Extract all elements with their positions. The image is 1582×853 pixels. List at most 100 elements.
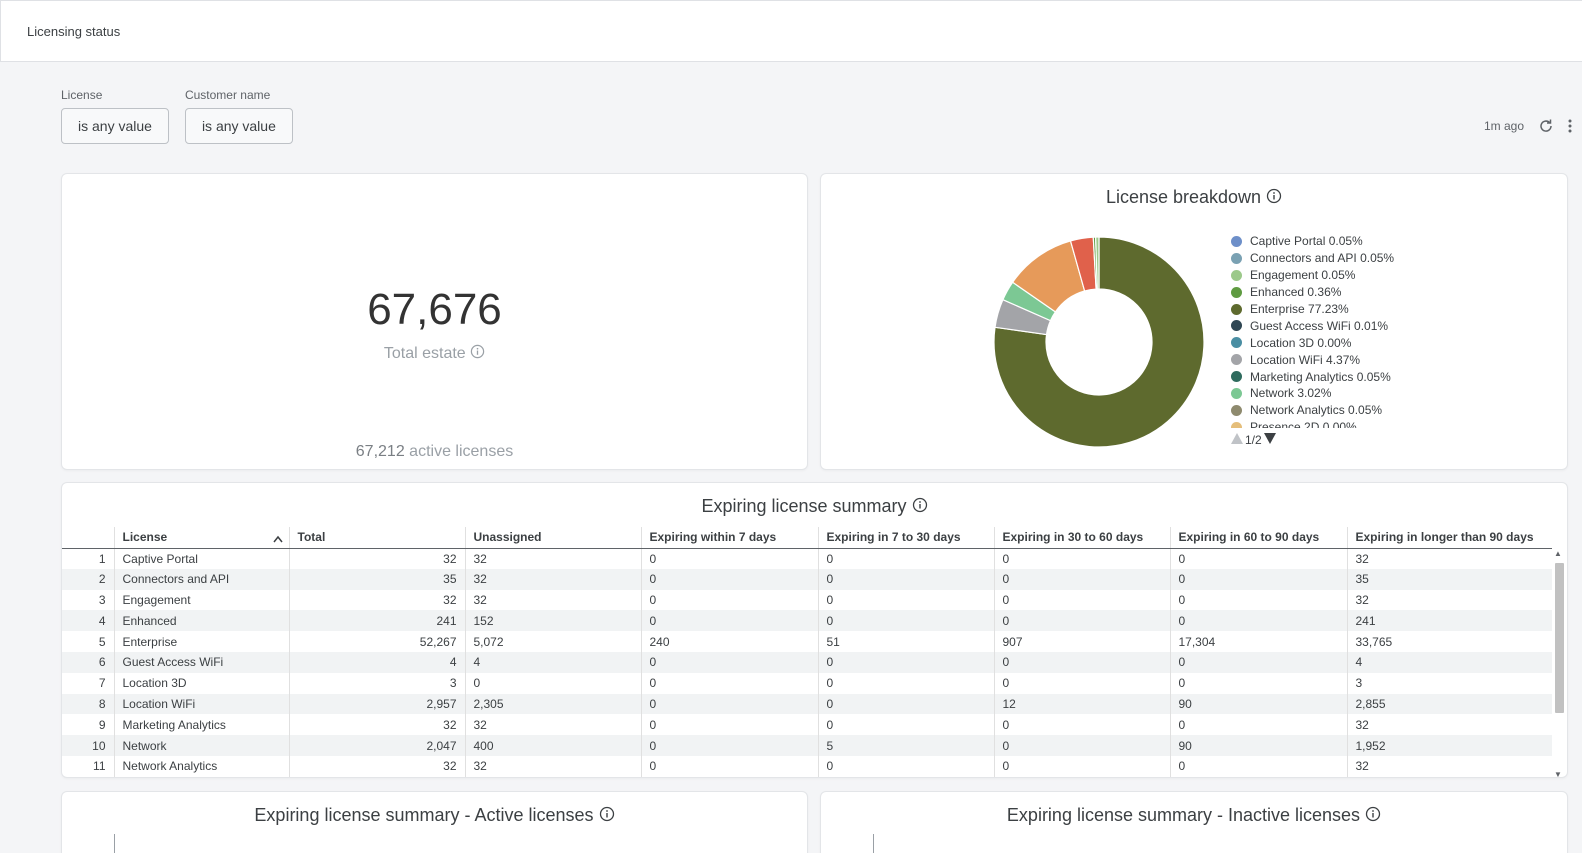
legend-label: Network Analytics 0.05%: [1250, 403, 1383, 418]
column-header-license[interactable]: License: [113, 527, 289, 549]
table-row[interactable]: 3 Engagement 32 32 0 0 0 0 32: [62, 589, 1552, 611]
column-header-expiring-60-90[interactable]: Expiring in 60 to 90 days: [1169, 527, 1347, 549]
license-filter-button[interactable]: is any value: [61, 108, 169, 144]
license-filter: License is any value: [61, 88, 169, 144]
table-cell: Captive Portal: [113, 548, 289, 569]
legend-item[interactable]: Network 3.02%: [1231, 385, 1561, 402]
donut-slice[interactable]: [993, 236, 1205, 448]
table-cell: 5,072: [464, 631, 641, 652]
refresh-area: 1m ago: [1484, 118, 1572, 134]
column-header-expiring-90-plus[interactable]: Expiring in longer than 90 days: [1346, 527, 1552, 549]
table-row[interactable]: 2 Connectors and API 35 32 0 0 0 0 35: [62, 568, 1552, 590]
refresh-icon[interactable]: [1538, 118, 1554, 134]
info-icon[interactable]: [470, 344, 485, 364]
table-cell: Network Analytics: [113, 755, 289, 777]
table-cell: 32: [288, 755, 465, 777]
table-cell: 0: [993, 755, 1170, 777]
legend-label: Location WiFi 4.37%: [1250, 352, 1361, 367]
table-cell: 32: [464, 548, 641, 569]
legend-item[interactable]: Engagement 0.05%: [1231, 267, 1561, 284]
table-row[interactable]: 8 Location WiFi 2,957 2,305 0 0 12 90 2,855: [62, 693, 1552, 715]
scroll-up-icon[interactable]: ▲: [1554, 549, 1562, 558]
legend-item[interactable]: Guest Access WiFi 0.01%: [1231, 317, 1561, 334]
more-options-icon[interactable]: [1568, 118, 1572, 134]
legend-item[interactable]: Location 3D 0.00%: [1231, 334, 1561, 351]
table-cell: 0: [640, 589, 818, 611]
legend-prev-icon[interactable]: [1231, 433, 1243, 447]
legend-label: Location 3D 0.00%: [1250, 335, 1352, 350]
table-cell: 241: [1346, 610, 1552, 632]
column-header-expiring-7[interactable]: Expiring within 7 days: [640, 527, 818, 549]
expiring-summary-table-wrap: License Total Unassigned Expiring within…: [62, 527, 1567, 777]
filter-bar: License is any value Customer name is an…: [61, 88, 293, 144]
legend-label: Enhanced 0.36%: [1250, 285, 1342, 300]
table-cell: 0: [1169, 548, 1347, 569]
table-cell: 0: [993, 589, 1170, 611]
column-header-unassigned[interactable]: Unassigned: [464, 527, 641, 549]
scroll-down-icon[interactable]: ▼: [1554, 770, 1562, 778]
donut-slice[interactable]: [1095, 236, 1100, 290]
table-row[interactable]: 10 Network 2,047 400 0 5 0 90 1,952: [62, 735, 1552, 756]
column-header-expiring-30-60[interactable]: Expiring in 30 to 60 days: [993, 527, 1170, 549]
table-scrollbar[interactable]: ▲ ▼: [1553, 549, 1565, 778]
table-cell: 400: [464, 735, 641, 756]
table-cell: 90: [1169, 693, 1347, 715]
row-number-cell: 10: [62, 735, 114, 756]
table-cell: Location 3D: [113, 672, 289, 694]
legend-label: Enterprise 77.23%: [1250, 302, 1349, 316]
table-cell: 33,765: [1346, 631, 1552, 652]
expiring-summary-title: Expiring license summary: [701, 496, 907, 516]
table-row[interactable]: 5 Enterprise 52,267 5,072 240 51 907 17,304 33,7…: [62, 631, 1552, 652]
info-icon[interactable]: [599, 806, 615, 827]
table-row[interactable]: 1 Captive Portal 32 32 0 0 0 0 32: [62, 548, 1552, 569]
legend-page-indicator: 1/2: [1245, 433, 1262, 447]
table-row[interactable]: 6 Guest Access WiFi 4 4 0 0 0 0 4: [62, 651, 1552, 673]
table-cell: Enhanced: [113, 610, 289, 632]
legend-swatch: [1231, 337, 1242, 349]
legend-item[interactable]: Enhanced 0.36%: [1231, 284, 1561, 301]
active-licenses-summary-card: Expiring license summary - Active licens…: [61, 791, 808, 853]
row-number-cell: 4: [62, 610, 114, 632]
table-cell: 32: [464, 714, 641, 736]
table-row[interactable]: 4 Enhanced 241 152 0 0 0 0 241: [62, 610, 1552, 632]
table-cell: 0: [993, 651, 1170, 673]
legend-label: Guest Access WiFi 0.01%: [1250, 318, 1389, 333]
table-cell: 32: [1346, 755, 1552, 777]
customer-name-filter-label: Customer name: [184, 88, 271, 102]
table-cell: 0: [640, 693, 818, 715]
table-row[interactable]: 11 Network Analytics 32 32 0 0 0 0 32: [62, 755, 1552, 777]
column-header-expiring-7-30[interactable]: Expiring in 7 to 30 days: [817, 527, 994, 549]
table-cell: 4: [464, 651, 641, 673]
row-number-cell: 7: [98, 676, 106, 691]
legend-item[interactable]: Captive Portal 0.05%: [1231, 233, 1561, 250]
info-icon[interactable]: [912, 497, 928, 518]
legend-pager: 1/2: [1231, 433, 1276, 447]
table-cell: 51: [817, 631, 994, 652]
legend-item[interactable]: Location WiFi 4.37%: [1231, 351, 1561, 368]
info-icon[interactable]: [1266, 188, 1282, 209]
sort-ascending-icon[interactable]: [272, 532, 283, 546]
scroll-thumb[interactable]: [1555, 563, 1564, 713]
table-row[interactable]: 9 Marketing Analytics 32 32 0 0 0 0 32: [62, 714, 1552, 736]
legend-next-icon[interactable]: [1263, 433, 1276, 447]
active-summary-title: Expiring license summary - Active licens…: [254, 805, 594, 825]
legend-swatch: [1231, 252, 1242, 264]
chart-axis: [873, 834, 874, 853]
table-cell: Enterprise: [113, 631, 289, 652]
customer-name-filter-button[interactable]: is any value: [184, 108, 293, 144]
legend-item[interactable]: Marketing Analytics 0.05%: [1231, 368, 1561, 385]
table-cell: 2,855: [1346, 693, 1552, 715]
table-cell: Marketing Analytics: [113, 714, 289, 736]
table-cell: 0: [817, 548, 994, 569]
legend-item[interactable]: Connectors and API 0.05%: [1231, 250, 1561, 267]
table-row[interactable]: 7 Location 3D 3 0 0 0 0 0 3: [62, 672, 1552, 694]
legend-item[interactable]: Presence 2D 0.00%: [1231, 419, 1561, 428]
expiring-summary-title-row: Expiring license summary: [62, 496, 1567, 518]
legend-item[interactable]: Enterprise 77.23%: [1231, 301, 1561, 318]
active-licenses-count: 67,212: [355, 443, 405, 460]
legend-item[interactable]: Network Analytics 0.05%: [1231, 402, 1561, 419]
table-cell: 0: [640, 714, 818, 736]
info-icon[interactable]: [1365, 806, 1381, 827]
table-cell: 0: [1169, 672, 1347, 694]
column-header-total[interactable]: Total: [288, 527, 465, 549]
